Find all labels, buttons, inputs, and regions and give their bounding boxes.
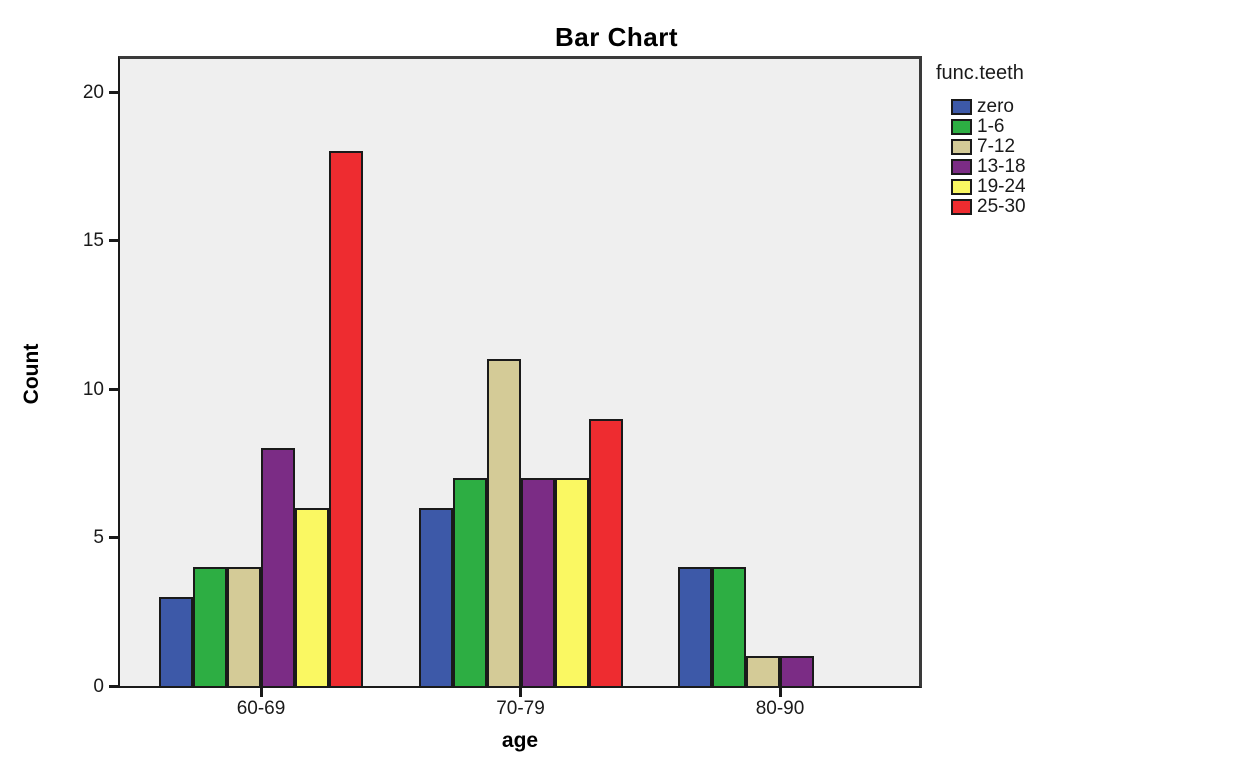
x-tick-mark bbox=[259, 688, 263, 697]
bar-60-69-19-24 bbox=[295, 508, 329, 686]
legend: func.teeth zero 1-6 7-12 13-18 19-24 25-30 bbox=[936, 62, 1026, 217]
legend-label: 13-18 bbox=[977, 156, 1026, 177]
legend-swatch-icon bbox=[951, 199, 972, 215]
legend-swatch-icon bbox=[951, 119, 972, 135]
y-tick-mark bbox=[109, 387, 118, 391]
bar-70-79-zero bbox=[418, 508, 453, 686]
y-axis-label: Count bbox=[20, 343, 43, 405]
x-axis-label: age bbox=[501, 729, 539, 752]
legend-item-1-6: 1-6 bbox=[951, 116, 1026, 137]
legend-label: 19-24 bbox=[977, 176, 1026, 197]
legend-label: 7-12 bbox=[977, 136, 1016, 157]
legend-item-13-18: 13-18 bbox=[951, 156, 1026, 177]
legend-title: func.teeth bbox=[936, 62, 1024, 84]
bar-70-79-19-24 bbox=[554, 478, 589, 686]
y-tick-mark bbox=[109, 684, 118, 688]
x-tick-mark bbox=[519, 688, 522, 697]
legend-swatch-icon bbox=[951, 139, 972, 155]
bar-60-69-zero bbox=[159, 597, 193, 686]
y-tick-label: 0 bbox=[93, 675, 104, 697]
x-tick-label: 70-79 bbox=[496, 698, 545, 719]
y-tick-mark bbox=[109, 239, 118, 242]
chart-title: Bar Chart bbox=[555, 22, 678, 52]
legend-swatch-icon bbox=[951, 99, 972, 115]
legend-swatch-icon bbox=[951, 159, 972, 175]
bar-80-90-7-12 bbox=[746, 656, 780, 686]
bar-70-79-13-18 bbox=[520, 478, 555, 686]
legend-item-7-12: 7-12 bbox=[951, 136, 1026, 157]
bar-80-90-zero bbox=[678, 567, 712, 686]
legend-swatch-icon bbox=[951, 179, 972, 195]
x-tick-label: 80-90 bbox=[755, 698, 805, 719]
x-tick-label: 60-69 bbox=[236, 698, 286, 719]
y-tick-mark bbox=[109, 90, 118, 94]
y-tick-mark bbox=[109, 536, 118, 539]
y-tick-label: 5 bbox=[93, 527, 104, 548]
legend-label: zero bbox=[977, 96, 1014, 117]
bar-60-69-13-18 bbox=[261, 448, 295, 686]
plot-area bbox=[118, 56, 922, 688]
bar-80-90-1-6 bbox=[712, 567, 746, 686]
legend-label: 1-6 bbox=[977, 116, 1005, 137]
legend-item-19-24: 19-24 bbox=[951, 176, 1026, 197]
legend-items: zero 1-6 7-12 13-18 19-24 25-30 bbox=[936, 96, 1026, 217]
legend-item-25-30: 25-30 bbox=[951, 196, 1026, 217]
bar-60-69-7-12 bbox=[227, 567, 261, 686]
legend-item-zero: zero bbox=[951, 96, 1026, 117]
bar-70-79-7-12 bbox=[486, 359, 521, 686]
bar-60-69-25-30 bbox=[329, 151, 363, 686]
bar-70-79-1-6 bbox=[452, 478, 487, 686]
y-tick-label: 10 bbox=[82, 378, 104, 400]
x-tick-mark bbox=[778, 688, 782, 697]
y-tick-label: 15 bbox=[82, 230, 104, 251]
bar-60-69-1-6 bbox=[193, 567, 227, 686]
bar-70-79-25-30 bbox=[588, 419, 623, 686]
legend-label: 25-30 bbox=[977, 196, 1026, 217]
y-tick-label: 20 bbox=[82, 81, 104, 103]
bar-80-90-13-18 bbox=[780, 656, 814, 686]
